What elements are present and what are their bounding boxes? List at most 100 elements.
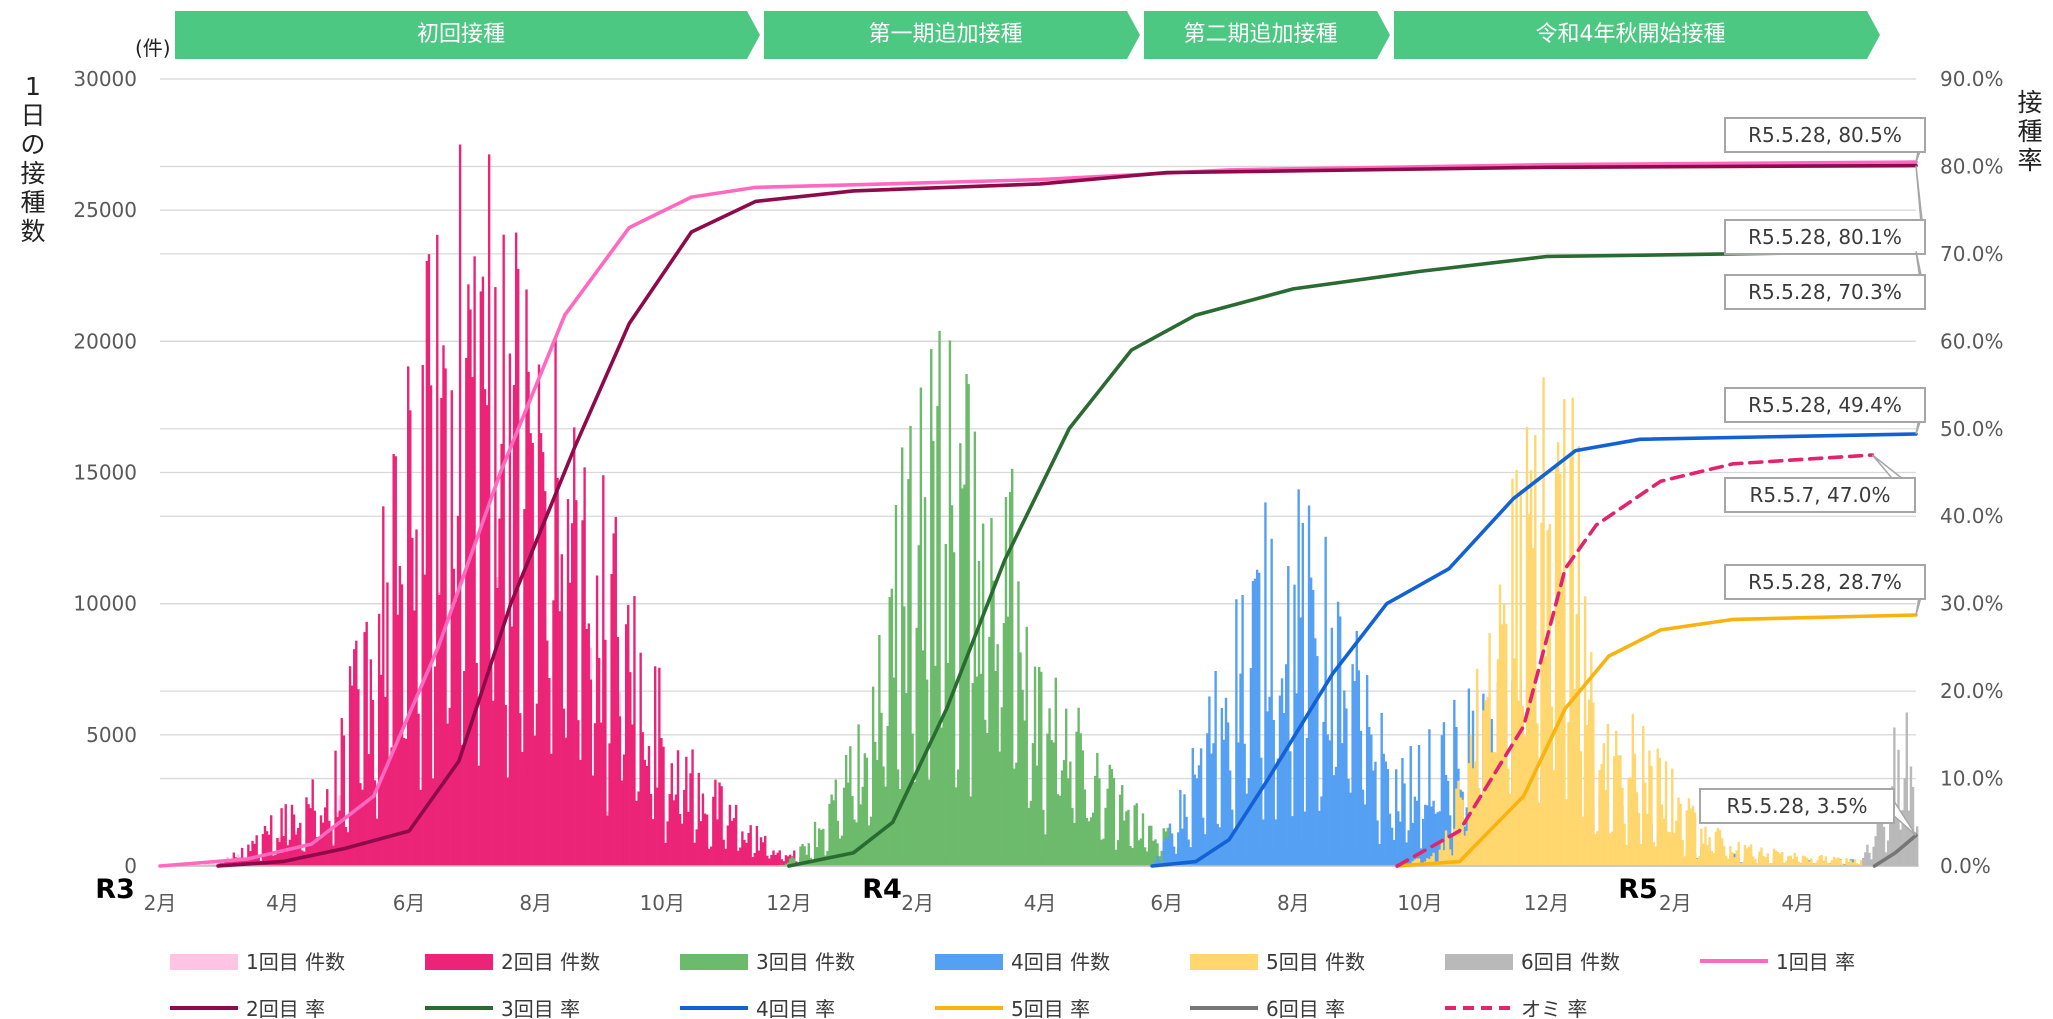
bar — [413, 610, 416, 866]
bar — [1386, 769, 1390, 866]
bar — [1110, 769, 1114, 866]
bar — [407, 366, 410, 866]
bar — [1644, 782, 1647, 866]
y-right-tick-label: 40.0% — [1940, 504, 2004, 528]
bar — [350, 685, 354, 866]
bar — [957, 769, 960, 866]
bar — [1158, 860, 1161, 866]
bar — [666, 821, 669, 866]
bar — [1100, 839, 1103, 866]
bar — [1388, 813, 1392, 866]
bar — [454, 601, 458, 866]
bar — [1642, 726, 1645, 866]
bar — [1046, 733, 1049, 866]
bar — [1253, 578, 1257, 866]
bar — [517, 268, 520, 867]
bar — [776, 852, 779, 866]
bar — [1532, 548, 1535, 866]
bar — [1179, 789, 1182, 866]
bar — [678, 813, 682, 866]
legend-item: 2回目 率 — [170, 997, 325, 1019]
legend-item: オミ 率 — [1445, 997, 1587, 1019]
bar — [1247, 778, 1251, 866]
bar — [548, 678, 551, 866]
bar — [299, 822, 302, 866]
callout-label: R5.5.28, 80.1% — [1748, 225, 1902, 249]
bar — [923, 497, 927, 866]
bar — [357, 689, 360, 866]
bar — [1583, 596, 1587, 866]
bar — [672, 800, 676, 866]
bar — [336, 817, 339, 866]
bar — [913, 781, 916, 866]
bar — [1511, 478, 1514, 866]
bar — [724, 848, 727, 866]
callout-box — [1724, 387, 1926, 423]
y-right-tick-label: 90.0% — [1940, 67, 2004, 91]
bar — [1783, 863, 1786, 866]
bar — [1517, 700, 1520, 866]
bar — [971, 683, 974, 866]
bar — [890, 588, 894, 866]
bar — [367, 754, 370, 866]
bar — [1866, 844, 1869, 866]
bar — [1513, 658, 1516, 866]
y-right-tick-label: 70.0% — [1940, 242, 2004, 266]
bar — [1598, 770, 1601, 866]
bar — [226, 860, 229, 866]
bar — [334, 750, 337, 866]
bar — [1316, 656, 1319, 866]
bar — [1083, 789, 1087, 866]
bar — [1303, 811, 1307, 866]
bar — [1573, 688, 1576, 866]
bar — [1345, 708, 1348, 866]
bar — [1008, 491, 1012, 866]
bar — [1195, 778, 1199, 866]
bar — [824, 855, 827, 866]
bar — [253, 843, 256, 866]
bar — [224, 860, 227, 866]
bar — [1048, 708, 1051, 866]
bar — [1062, 760, 1066, 866]
bar — [475, 663, 478, 866]
bar — [1309, 577, 1313, 866]
bar-series-group — [191, 144, 1919, 867]
bar — [380, 674, 383, 866]
bar — [593, 723, 597, 866]
bar — [1799, 863, 1803, 866]
bar — [465, 357, 468, 866]
bar — [1841, 863, 1844, 866]
bar — [1453, 699, 1456, 866]
bar — [1457, 780, 1460, 866]
bar — [1226, 722, 1230, 866]
bar — [616, 636, 620, 866]
bar — [583, 467, 586, 866]
bar — [1768, 863, 1772, 866]
bar — [1486, 696, 1489, 866]
bar — [749, 825, 752, 866]
bar — [1365, 675, 1369, 866]
bar — [245, 857, 248, 866]
bar — [1260, 757, 1263, 866]
bar — [944, 543, 947, 866]
bar — [722, 839, 725, 866]
bar — [1585, 724, 1589, 866]
bar — [332, 845, 335, 866]
bar — [1166, 838, 1170, 866]
bar — [664, 842, 667, 866]
bar — [1631, 713, 1635, 866]
bar — [388, 758, 391, 866]
bar — [1079, 733, 1082, 866]
bar — [1307, 505, 1311, 866]
bar — [263, 825, 267, 866]
bar — [680, 823, 684, 866]
bar — [361, 789, 364, 866]
bar — [1733, 857, 1736, 866]
x-axis-labels: 2月 4月 6月 8月 10月 12月 2月 4月 6月 8月 10月 12月 2月 4月 R3 R4 R5 — [95, 874, 1814, 915]
bar — [1810, 858, 1813, 866]
bar — [382, 506, 385, 866]
bar — [772, 850, 775, 866]
legend-swatch — [1445, 954, 1513, 970]
x-tick-label: 10月 — [1397, 891, 1442, 915]
bar — [1417, 858, 1421, 866]
